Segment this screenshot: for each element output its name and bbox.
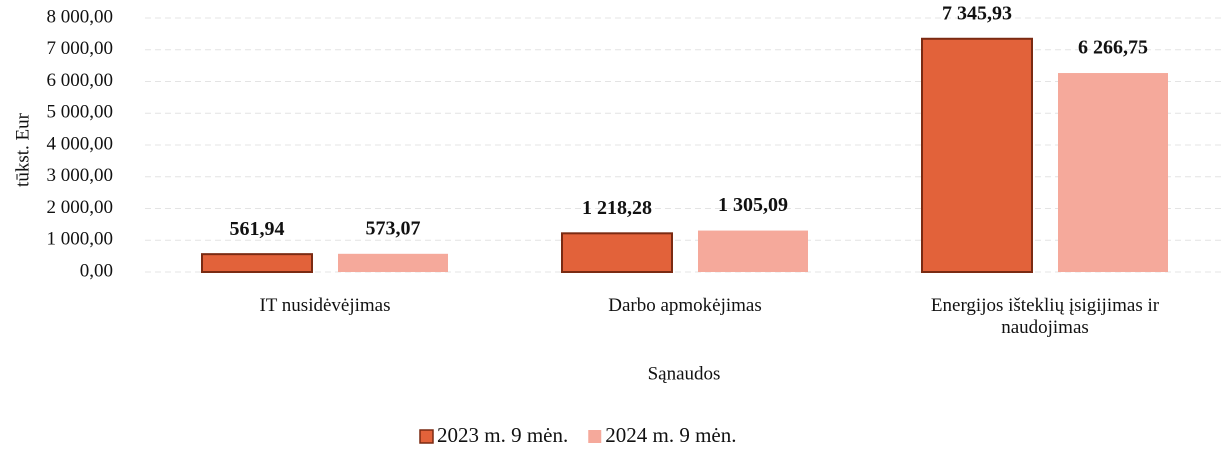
x-axis-label: Sąnaudos [648,363,721,384]
bar [338,253,448,272]
value-label: 1 305,09 [718,194,788,216]
value-label: 7 345,93 [942,2,1012,24]
legend-label: 2024 m. 9 mėn. [605,423,736,447]
bar [698,230,808,272]
x-tick-label: Darbo apmokėjimas [608,295,762,316]
legend-swatch [419,429,434,444]
value-label: 6 266,75 [1078,37,1148,59]
bar [921,37,1033,273]
y-tick-label: 5 000,00 [47,102,114,123]
y-tick-label: 7 000,00 [47,38,114,59]
legend-swatch [588,430,602,443]
legend-label: 2023 m. 9 mėn. [437,423,568,447]
y-tick-label: 0,00 [80,260,113,281]
y-tick-label: 8 000,00 [47,6,114,27]
x-tick-label: Energijos išteklių įsigijimas ir naudoji… [930,295,1160,338]
y-tick-label: 2 000,00 [47,197,114,218]
x-tick-label: IT nusidėvėjimas [259,295,391,316]
y-axis-label: tūkst. Eur [12,112,33,187]
value-label: 1 218,28 [582,197,652,219]
y-tick-label: 1 000,00 [47,229,114,250]
y-tick-label: 3 000,00 [47,165,114,186]
value-label: 573,07 [366,217,421,239]
bar [201,253,313,273]
y-tick-label: 6 000,00 [47,70,114,91]
bar [561,232,673,273]
y-tick-label: 4 000,00 [47,133,114,154]
value-label: 561,94 [230,218,285,240]
bar [1058,73,1168,272]
